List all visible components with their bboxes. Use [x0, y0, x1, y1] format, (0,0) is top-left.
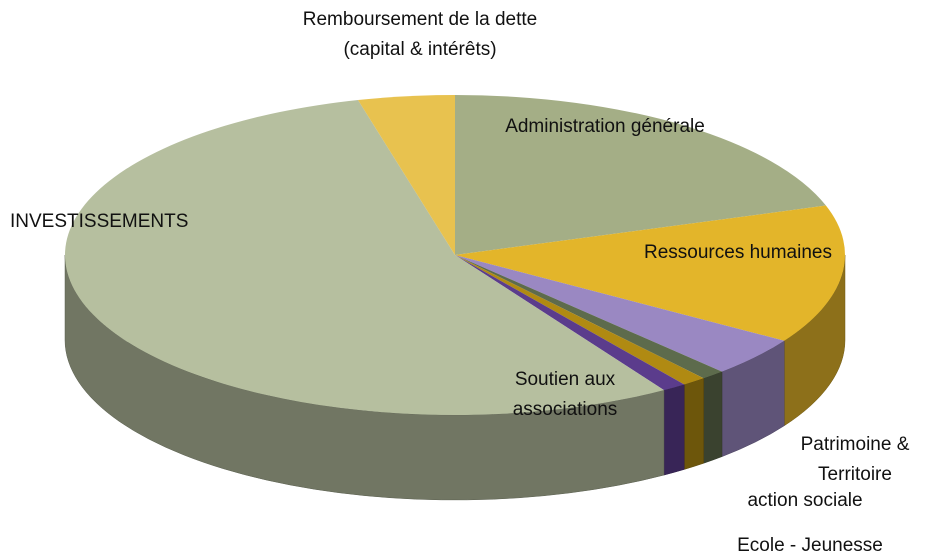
slice: [455, 255, 704, 385]
slice-side: [683, 377, 704, 470]
slice-label: Administration générale: [505, 116, 705, 137]
slice-label: action sociale: [747, 490, 863, 511]
slice-label: Soutien aux associations: [512, 369, 618, 420]
slice-label: Ecole - Jeunesse: [737, 535, 883, 556]
slice: [64, 100, 664, 415]
slice: [455, 95, 826, 255]
slice-label: Remboursement de la dette (capital & int…: [302, 9, 538, 60]
slice: [455, 205, 845, 341]
slice-label: INVESTISSEMENTS: [10, 211, 189, 232]
slice-label: Patrimoine & Territoire: [800, 434, 910, 485]
slice: [358, 95, 455, 255]
slice-label: Ressources humaines: [644, 242, 832, 263]
slice: [455, 255, 785, 372]
slice: [455, 255, 722, 379]
slice-side: [663, 384, 685, 476]
slice: [455, 255, 685, 391]
slice-side: [703, 371, 723, 464]
